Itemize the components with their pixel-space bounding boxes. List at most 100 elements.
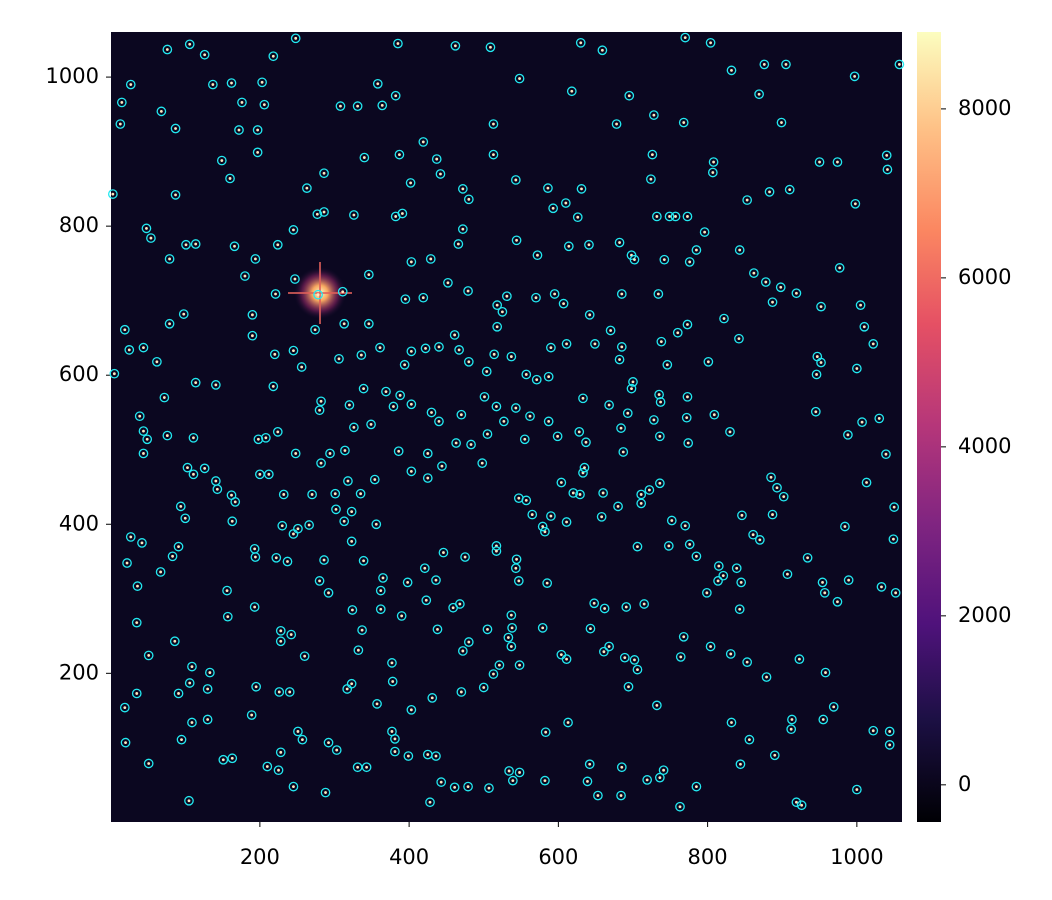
- source-marker: [843, 575, 854, 586]
- source-dot: [356, 765, 360, 769]
- source-marker: [604, 641, 614, 652]
- source-marker: [125, 79, 136, 90]
- source-dot: [334, 507, 338, 511]
- source-dot: [378, 346, 382, 350]
- source-dot: [517, 579, 521, 583]
- source-dot: [751, 533, 755, 537]
- source-dot: [135, 692, 139, 695]
- source-marker: [684, 539, 695, 550]
- source-dot: [682, 121, 686, 124]
- source-dot: [394, 94, 398, 98]
- source-dot: [319, 399, 323, 403]
- source-dot: [607, 403, 611, 407]
- source-dot: [819, 305, 823, 309]
- source-dot: [846, 433, 850, 437]
- x-tick-label: 200: [240, 845, 280, 869]
- source-marker: [578, 393, 588, 404]
- source-dot: [667, 544, 671, 548]
- source-marker: [255, 469, 265, 480]
- source-marker: [818, 714, 829, 725]
- source-dot: [174, 193, 177, 197]
- source-marker: [443, 277, 453, 288]
- source-marker: [691, 551, 702, 562]
- source-marker: [406, 257, 417, 267]
- source-dot: [296, 730, 300, 733]
- source-dot: [225, 589, 229, 592]
- source-dot: [685, 416, 689, 420]
- source-marker: [507, 623, 517, 633]
- source-dot: [888, 730, 892, 733]
- source-dot: [426, 452, 430, 455]
- source-dot: [487, 786, 491, 790]
- source-dot: [376, 82, 380, 86]
- source-marker: [290, 274, 300, 284]
- source-marker: [138, 342, 149, 353]
- source-marker: [435, 169, 446, 179]
- source-marker: [579, 462, 590, 473]
- source-marker: [563, 717, 573, 728]
- source-dot: [435, 157, 439, 161]
- source-marker: [769, 750, 780, 761]
- source-dot: [745, 660, 749, 664]
- source-marker: [297, 734, 308, 745]
- source-marker: [375, 604, 386, 615]
- source-marker: [649, 110, 659, 120]
- source-dot: [495, 405, 498, 408]
- source-dot: [892, 537, 895, 541]
- source-dot: [674, 215, 677, 218]
- source-marker: [134, 411, 145, 422]
- source-dot: [843, 525, 847, 528]
- source-marker: [182, 462, 193, 473]
- source-dot: [233, 244, 236, 248]
- source-dot: [428, 800, 432, 804]
- source-dot: [177, 692, 180, 695]
- source-dot: [127, 348, 131, 352]
- source-dot: [194, 242, 198, 246]
- source-dot: [619, 794, 623, 797]
- source-marker: [532, 250, 543, 261]
- source-dot: [627, 94, 631, 98]
- source-marker: [566, 86, 577, 97]
- source-marker: [537, 623, 548, 633]
- source-dot: [276, 243, 280, 247]
- source-dot: [421, 296, 425, 300]
- source-dot: [855, 367, 859, 370]
- source-dot: [592, 601, 596, 605]
- source-marker: [449, 330, 460, 340]
- source-marker: [494, 660, 505, 670]
- source-marker: [604, 400, 614, 410]
- source-marker: [288, 345, 299, 356]
- source-dot: [397, 449, 401, 453]
- source-marker: [234, 125, 244, 135]
- source-marker: [352, 762, 363, 773]
- source-dot: [226, 615, 230, 619]
- source-marker: [684, 257, 695, 267]
- source-marker: [814, 157, 825, 167]
- source-dot: [292, 228, 295, 232]
- source-dot: [631, 380, 635, 384]
- source-marker: [282, 556, 293, 567]
- source-marker: [418, 137, 429, 147]
- source-marker: [132, 581, 143, 591]
- source-dot: [486, 432, 489, 436]
- source-dot: [665, 363, 669, 367]
- source-marker: [352, 101, 363, 112]
- source-marker: [230, 497, 241, 507]
- source-marker: [371, 519, 382, 530]
- source-marker: [124, 345, 135, 355]
- source-dot: [515, 557, 518, 561]
- y-tick-label: 400: [59, 511, 99, 535]
- source-marker: [742, 195, 753, 205]
- source-marker: [323, 587, 334, 598]
- source-dot: [865, 481, 868, 484]
- source-dot: [467, 640, 471, 644]
- source-dot: [678, 805, 682, 809]
- source-marker: [616, 762, 627, 773]
- source-marker: [353, 645, 364, 656]
- source-marker: [736, 577, 747, 588]
- source-dot: [457, 348, 461, 352]
- source-marker: [286, 629, 297, 640]
- source-dot: [369, 422, 373, 426]
- source-marker: [253, 434, 264, 445]
- source-marker: [772, 482, 782, 493]
